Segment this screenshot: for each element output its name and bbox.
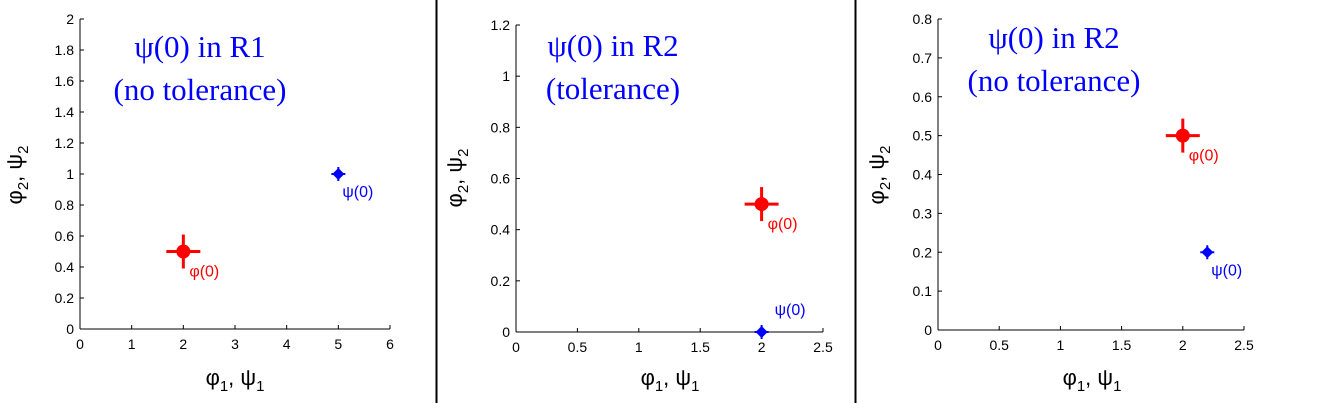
psi-point-label: ψ(0) [775,302,806,319]
psi-point-marker [1201,246,1214,259]
x-axis-label: φ1, ψ1 [641,365,700,395]
y-tick-label: 1.2 [491,17,511,33]
x-tick-label: 4 [283,336,291,352]
x-tick-label: 1 [1057,337,1065,353]
y-tick-label: 1.2 [55,135,75,151]
y-tick-label: 0.6 [55,228,75,244]
y-tick-label: 0 [924,322,932,338]
x-axis-label: φ1, ψ1 [1063,365,1122,395]
phi-point-label: φ(0) [189,264,219,281]
phi-point-label: φ(0) [1189,148,1219,165]
y-tick-label: 0.6 [913,89,933,105]
x-tick-label: 5 [334,336,342,352]
phi-point-marker [176,244,191,259]
y-tick-label: 0.3 [913,205,933,221]
phi-point-marker [754,197,769,212]
x-tick-label: 1 [635,339,643,355]
chart-title-line: (no tolerance) [968,63,1141,98]
y-tick-label: 0.4 [491,222,511,238]
y-tick-label: 1.6 [55,73,75,89]
y-tick-label: 1 [66,166,74,182]
y-tick-label: 0.4 [55,259,75,275]
y-tick-label: 0.1 [913,283,933,299]
chart-title-line: ψ(0) in R2 [988,20,1119,55]
y-axis-label: φ2, ψ2 [864,146,894,205]
x-tick-label: 2.5 [1234,337,1254,353]
y-tick-label: 0.2 [491,273,511,289]
chart-title-line: ψ(0) in R2 [547,28,678,63]
x-tick-label: 2 [758,339,766,355]
y-tick-label: 0.6 [491,171,511,187]
psi-point-label: ψ(0) [1211,262,1242,279]
x-tick-label: 0 [934,337,942,353]
y-tick-label: 1 [502,68,510,84]
y-tick-label: 0.8 [55,197,75,213]
psi-point-label: ψ(0) [342,184,373,201]
x-tick-label: 1 [128,336,136,352]
phi-point-marker [1175,128,1190,143]
y-tick-label: 0.5 [913,128,933,144]
y-tick-label: 0.4 [913,167,933,183]
x-axis-label: φ1, ψ1 [206,365,265,395]
x-tick-label: 1.5 [690,339,710,355]
y-tick-label: 1.4 [55,104,75,120]
y-tick-label: 0.8 [491,119,511,135]
x-tick-label: 0 [76,336,84,352]
x-tick-label: 0.5 [568,339,588,355]
x-tick-label: 6 [386,336,394,352]
chart-title-line: (no tolerance) [114,72,287,107]
y-tick-label: 0 [502,324,510,340]
y-tick-label: 0 [66,321,74,337]
chart-title-line: (tolerance) [546,71,680,106]
chart-panel-3: 0 0.5 1 1.5 2 2.5 0 0.1 0.2 0.3 0.4 0.5 0.6 0.7 0.8 ψ(0… [864,11,1254,395]
phi-point-label: φ(0) [768,216,798,233]
y-tick-label: 1.8 [55,42,75,58]
chart-panel-1: 0 1 2 3 4 5 6 0 0.2 0.4 0.6 0.8 1 1.2 1.4 1.6 1.8 2 ψ(0) i… [2,11,394,395]
x-tick-label: 3 [231,336,239,352]
chart-title-line: ψ(0) in R1 [134,29,265,64]
y-tick-label: 0.8 [913,11,933,27]
chart-panel-2: 0 0.5 1 1.5 2 2.5 0 0.2 0.4 0.6 0.8 1 1.2 ψ(0) in R2 (… [442,17,833,395]
y-tick-label: 0.2 [913,244,933,260]
psi-point-marker [332,168,345,180]
psi-point-marker [755,326,768,338]
x-tick-label: 0 [512,339,520,355]
x-tick-label: 2 [1179,337,1187,353]
y-tick-label: 0.2 [55,290,75,306]
y-tick-label: 2 [66,11,74,27]
x-tick-label: 2 [179,336,187,352]
x-tick-label: 0.5 [989,337,1009,353]
y-axis-label: φ2, ψ2 [442,149,472,208]
y-axis-label: φ2, ψ2 [2,146,32,205]
x-tick-label: 2.5 [813,339,833,355]
x-tick-label: 1.5 [1112,337,1132,353]
y-tick-label: 0.7 [913,50,933,66]
